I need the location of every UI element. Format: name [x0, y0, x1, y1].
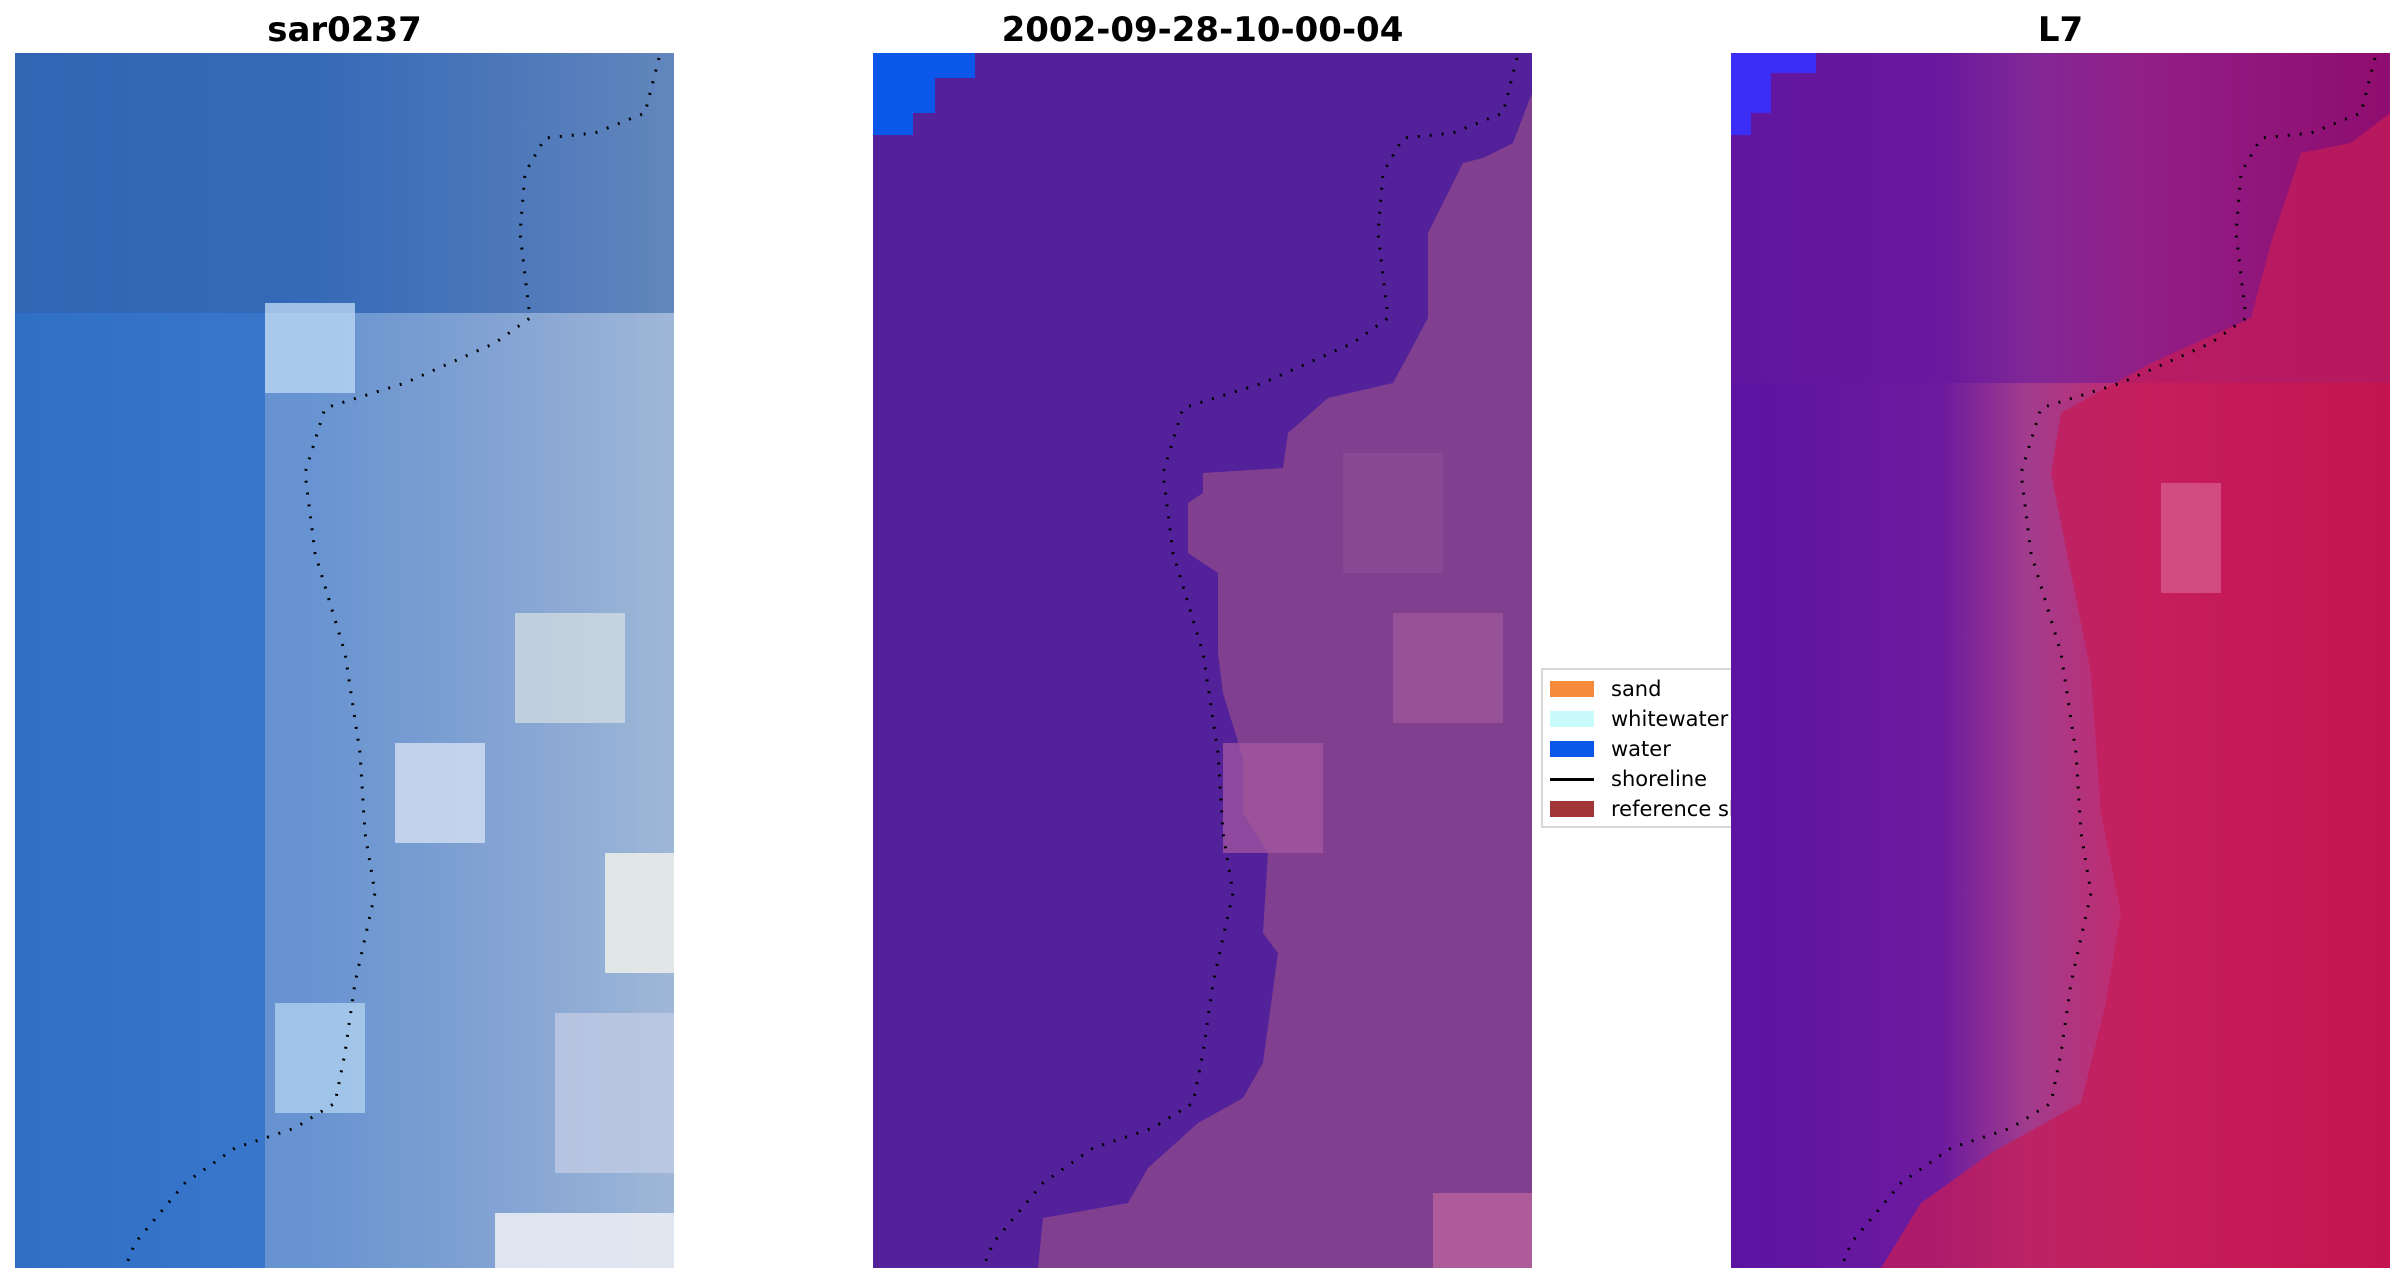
legend: sand whitewater water shoreline referenc… [1541, 668, 1731, 828]
water-swatch [1550, 741, 1594, 757]
legend-item-reference-shoreline: reference shoreline [1550, 794, 1731, 824]
rgb-image-panel[interactable] [15, 53, 674, 1268]
legend-item-shoreline: shoreline [1550, 764, 1707, 794]
legend-item-water: water [1550, 734, 1671, 764]
sand-swatch [1550, 681, 1594, 697]
whitewater-swatch [1550, 711, 1594, 727]
legend-label-sand: sand [1611, 677, 1662, 701]
classified-image [873, 53, 1532, 1268]
panel-title-classified: 2002-09-28-10-00-04 [1001, 10, 1404, 50]
legend-label-shoreline: shoreline [1611, 767, 1708, 791]
reference-shoreline-swatch [1550, 801, 1594, 817]
classified-image-panel[interactable] [873, 53, 1532, 1268]
panel-title-index: L7 [2037, 10, 2084, 50]
index-image [1731, 53, 2390, 1268]
rgb-image [15, 53, 674, 1268]
legend-item-sand: sand [1550, 674, 1661, 704]
panel-title-rgb: sar0237 [267, 10, 422, 50]
legend-label-reference-shoreline: reference shoreline [1611, 797, 1731, 821]
legend-label-water: water [1611, 737, 1671, 761]
shoreline-line-icon [1550, 777, 1594, 781]
index-image-panel[interactable] [1731, 53, 2390, 1268]
legend-label-whitewater: whitewater [1611, 707, 1729, 731]
legend-item-whitewater: whitewater [1550, 704, 1728, 734]
